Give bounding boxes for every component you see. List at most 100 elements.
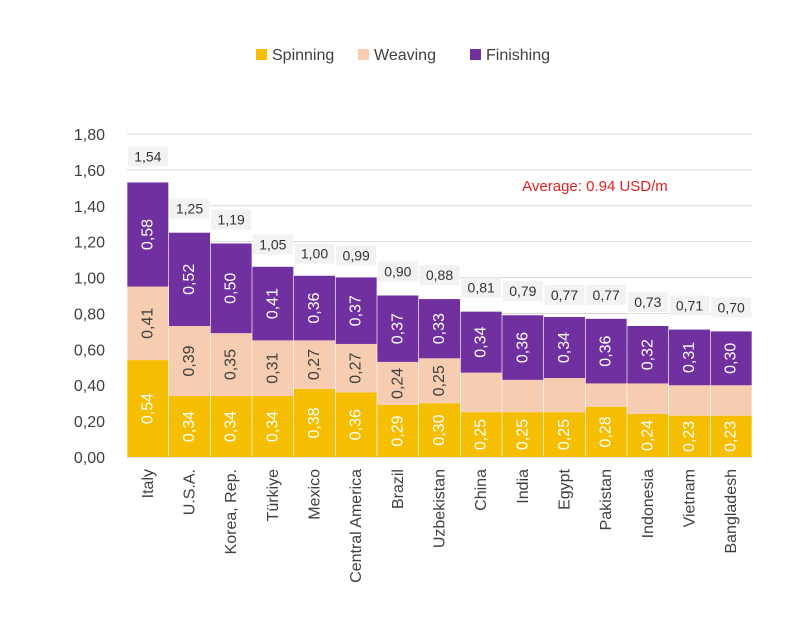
data-label-spinning: 0,38 [306, 407, 323, 438]
total-label-box [461, 277, 502, 298]
bar-segment-spinning [252, 395, 294, 457]
data-label-spinning: 0,25 [514, 419, 531, 450]
total-label: 1,19 [218, 211, 245, 227]
bar-segment-spinning [294, 388, 335, 457]
data-label-finishing: 0,33 [431, 313, 448, 344]
bar-segment-weaving [419, 358, 460, 404]
total-label: 0,73 [634, 294, 661, 310]
bar-segment-weaving [460, 372, 502, 413]
data-label-finishing: 0,32 [639, 339, 656, 370]
data-label-weaving: 0,39 [181, 345, 198, 376]
x-tick-label: Korea, Rep. [223, 469, 240, 554]
legend-swatch-weaving [358, 49, 369, 60]
data-label-spinning: 0,34 [264, 411, 281, 442]
total-label-box [252, 234, 293, 255]
data-label-finishing: 0,30 [723, 343, 740, 374]
y-tick-label: 1,60 [74, 163, 105, 180]
total-label-box [502, 281, 543, 302]
total-label-box [294, 243, 335, 264]
bar-segment-weaving [627, 383, 669, 414]
y-tick-label: 1,20 [74, 235, 105, 252]
data-label-spinning: 0,28 [598, 416, 615, 447]
bar-segment-spinning [335, 392, 377, 457]
bar-segment-weaving [335, 343, 377, 393]
x-tick-label: Pakistan [598, 469, 615, 530]
data-label-spinning: 0,23 [723, 421, 740, 452]
bar-segment-spinning [627, 413, 669, 457]
bar-segment-spinning [210, 395, 252, 457]
bar-segment-finishing [335, 277, 377, 344]
total-label: 0,88 [426, 267, 453, 283]
bar-segment-weaving [210, 333, 252, 396]
bar-segment-spinning [585, 406, 627, 457]
data-label-spinning: 0,24 [639, 420, 656, 451]
bar-segment-weaving [252, 340, 294, 396]
bar-segment-spinning [669, 415, 710, 457]
data-label-finishing: 0,34 [556, 332, 573, 363]
x-tick-label: Italy [140, 469, 157, 498]
bar-segment-spinning [419, 403, 460, 457]
x-tick-label: Bangladesh [723, 469, 740, 554]
total-label: 0,70 [718, 299, 745, 315]
x-tick-label: China [473, 469, 490, 511]
x-tick-label: Central America [348, 469, 365, 583]
bar-segment-finishing [252, 266, 294, 341]
bar-segment-spinning [127, 360, 169, 457]
y-axis: 0,00 0,20 0,40 0,60 0,80 1,00 1,20 1,40 1,60 1,80 [74, 127, 105, 467]
data-label-spinning: 0,25 [473, 419, 490, 450]
bar-segment-finishing [710, 331, 752, 386]
x-axis: Italy U.S.A. Korea, Rep. Türkiye Mexico Centr… [140, 468, 740, 582]
total-label: 0,81 [468, 280, 495, 296]
data-label-finishing: 0,58 [139, 219, 156, 250]
total-label: 1,54 [134, 149, 161, 165]
bar-segment-weaving [127, 286, 169, 361]
data-label-weaving: 0,35 [223, 349, 240, 380]
total-label-box [127, 146, 168, 167]
bar-segment-weaving [544, 378, 585, 413]
data-label-finishing: 0,50 [223, 273, 240, 304]
bar-segment-weaving [710, 385, 752, 416]
data-label-weaving: 0,27 [348, 353, 365, 384]
y-tick-label: 0,00 [74, 450, 105, 467]
total-label-box [211, 209, 252, 230]
bar-segment-spinning [502, 412, 544, 457]
data-label-finishing: 0,41 [264, 288, 281, 319]
y-tick-label: 1,80 [74, 127, 105, 144]
bar-segment-finishing [585, 318, 627, 384]
bar-segment-finishing [210, 243, 252, 334]
data-label-finishing: 0,36 [306, 292, 323, 323]
data-label-spinning: 0,23 [681, 421, 698, 452]
y-tick-label: 1,40 [74, 199, 105, 216]
total-label-box [711, 297, 752, 318]
bar-segment-weaving [669, 385, 710, 416]
data-label-spinning: 0,30 [431, 414, 448, 445]
legend-label-weaving: Weaving [374, 47, 436, 64]
total-label-box [669, 295, 710, 316]
total-label: 1,00 [301, 246, 328, 262]
bar-segment-finishing [502, 315, 544, 380]
data-label-finishing: 0,37 [389, 313, 406, 344]
data-label-finishing: 0,34 [473, 326, 490, 357]
x-tick-label: India [515, 469, 532, 504]
data-label-spinning: 0,36 [348, 409, 365, 440]
total-label-box [586, 284, 627, 305]
x-tick-label: Uzbekistan [432, 469, 449, 548]
total-label: 0,99 [343, 247, 370, 263]
data-label-weaving: 0,31 [264, 353, 281, 384]
legend-label-finishing: Finishing [486, 47, 550, 64]
total-label-box [419, 265, 460, 286]
average-annotation: Average: 0.94 USD/m [522, 178, 668, 195]
bar-segment-spinning [169, 395, 210, 457]
data-label-weaving: 0,27 [306, 349, 323, 380]
bar-segment-finishing [127, 182, 169, 287]
y-tick-label: 0,60 [74, 342, 105, 359]
bar-segment-weaving [294, 340, 335, 389]
bar-segment-finishing [460, 311, 502, 373]
total-label: 1,25 [176, 201, 203, 217]
bar-segment-finishing [627, 326, 669, 384]
bar-segment-weaving [585, 383, 627, 407]
data-label-weaving: 0,25 [431, 365, 448, 396]
y-tick-label: 1,00 [74, 271, 105, 288]
x-tick-label: Mexico [307, 469, 324, 520]
